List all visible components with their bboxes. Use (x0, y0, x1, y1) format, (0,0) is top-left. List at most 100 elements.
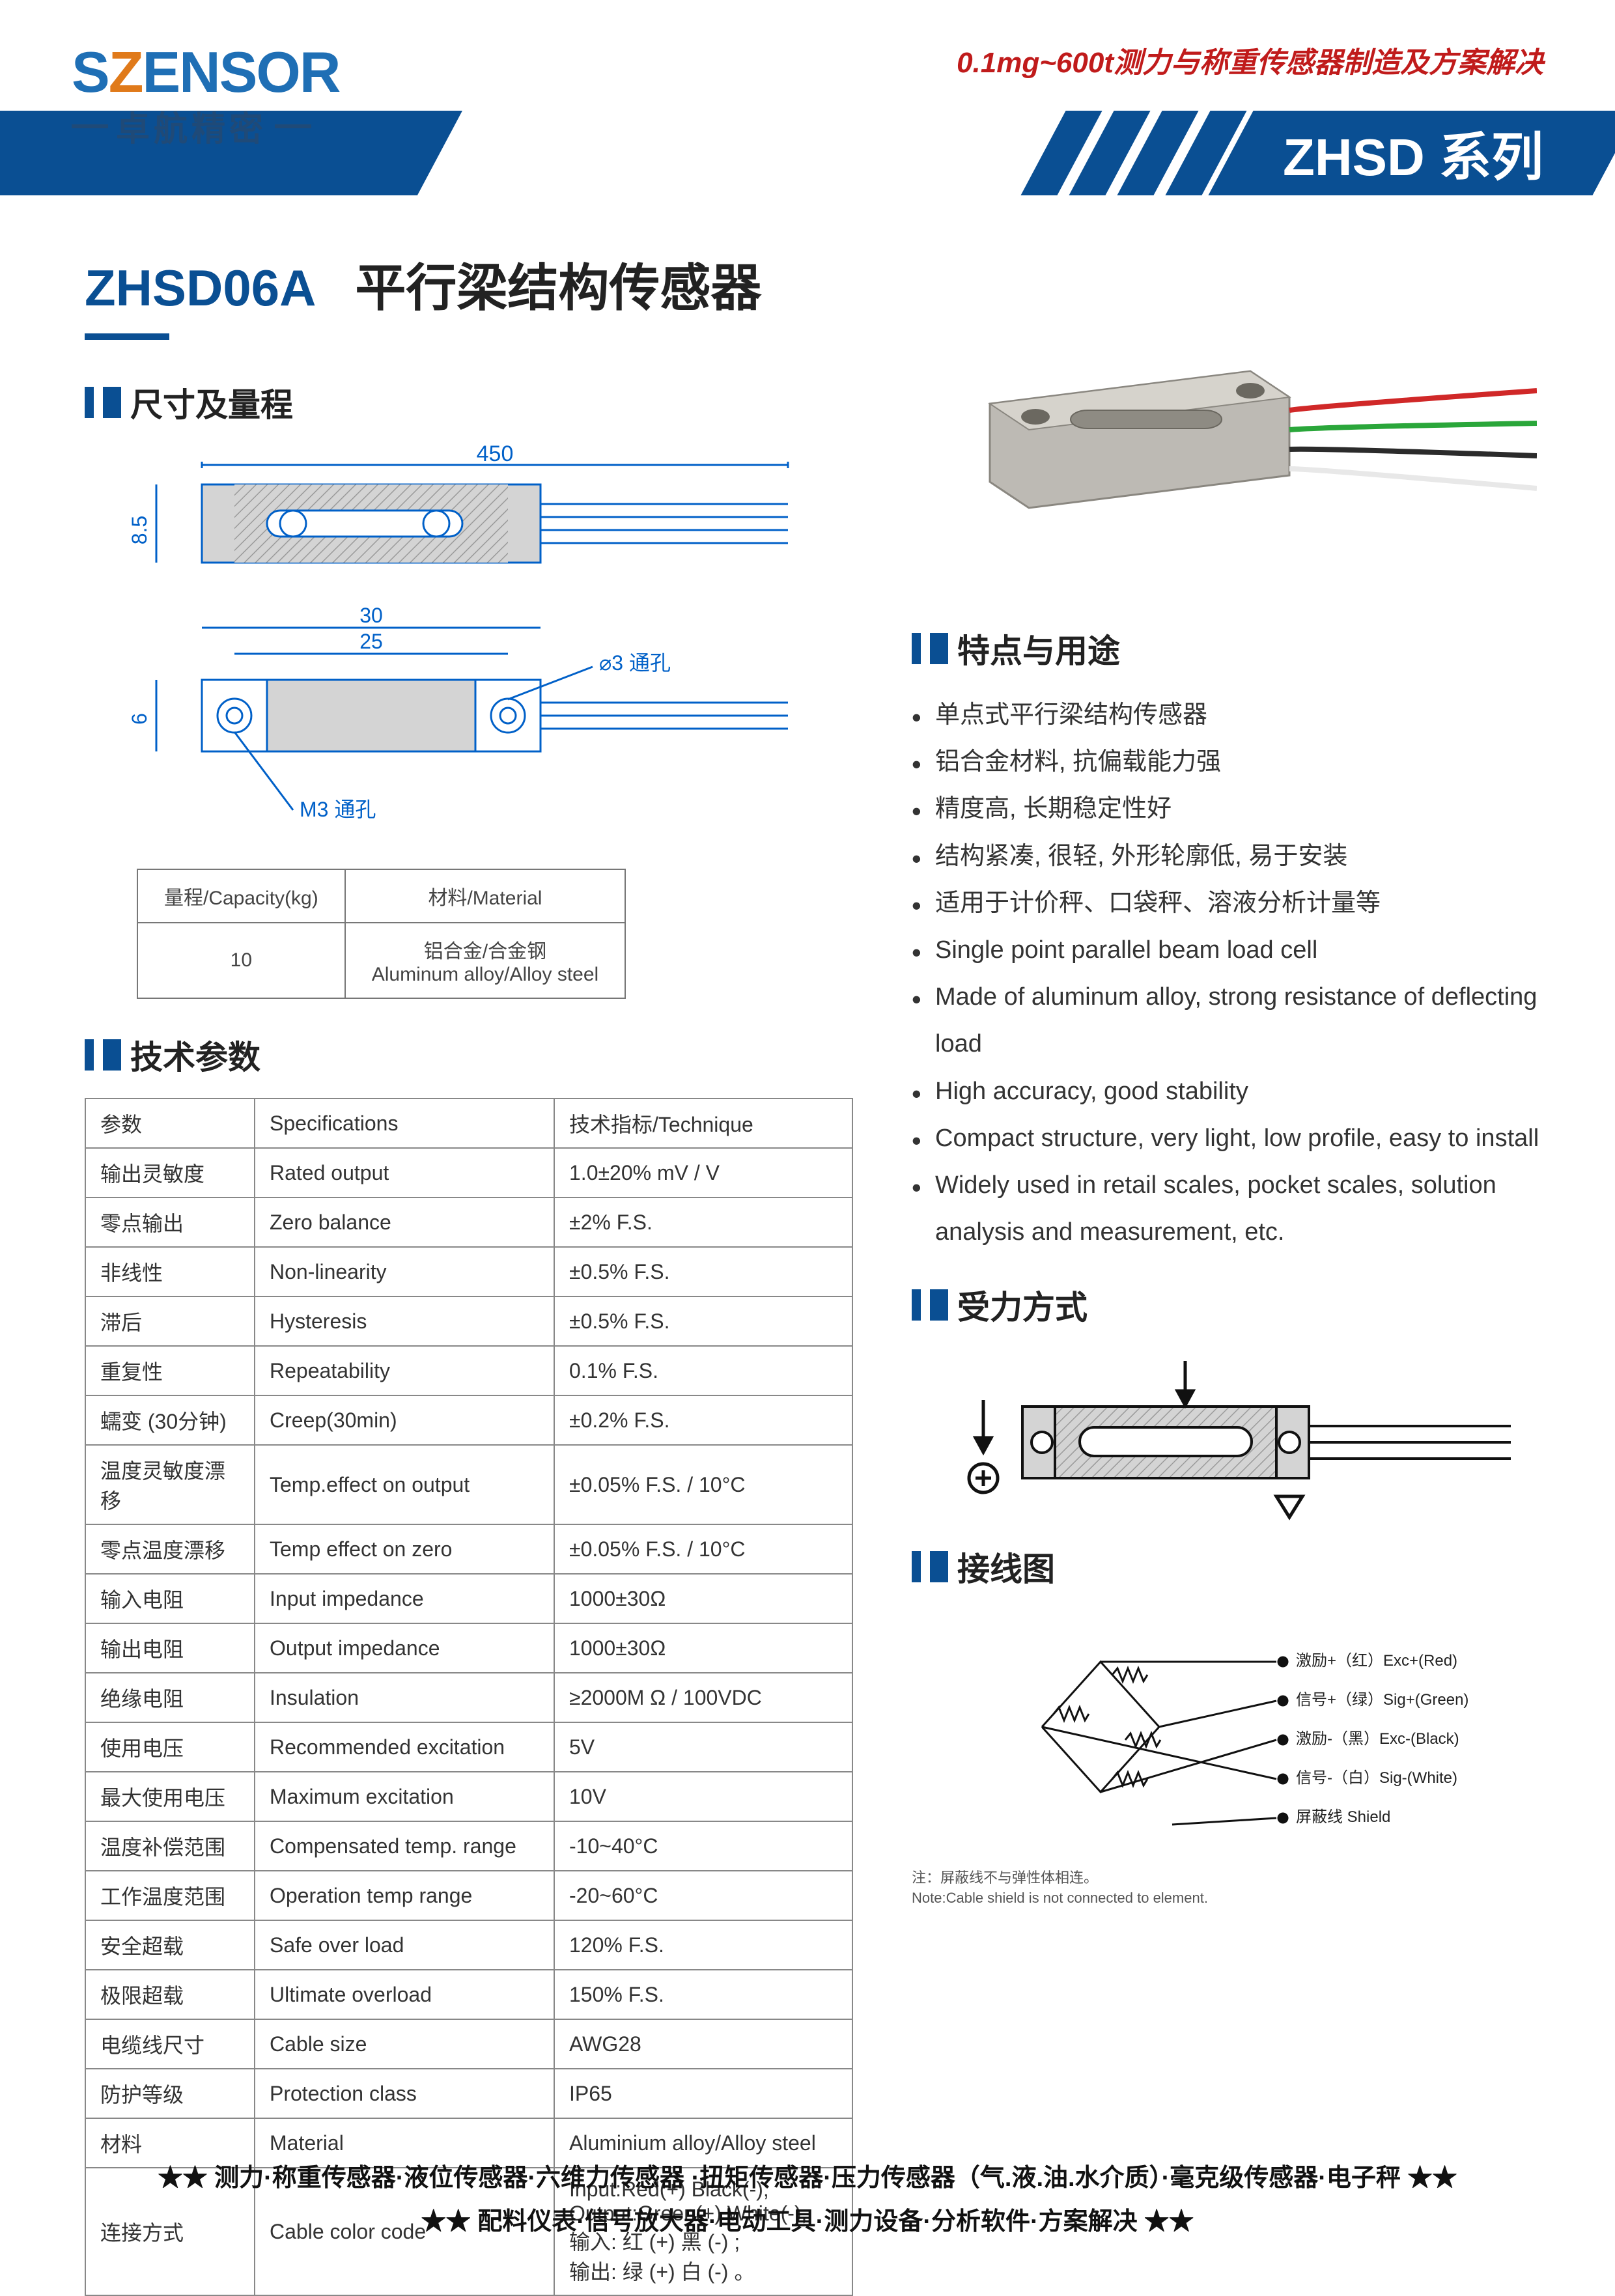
table-cell: 1000±30Ω (554, 1574, 852, 1623)
table-row: 重复性Repeatability0.1% F.S. (85, 1346, 852, 1395)
logo-sub-row: 卓航精密 (72, 102, 339, 150)
table-cell: IP65 (554, 2069, 852, 2118)
table-cell: ±0.5% F.S. (554, 1296, 852, 1346)
table-cell: Input impedance (255, 1574, 554, 1623)
table-cell: Protection class (255, 2069, 554, 2118)
table-cell: ±0.05% F.S. / 10°C (554, 1445, 852, 1524)
logo-subtitle: 卓航精密 (116, 102, 267, 150)
table-cell: -20~60°C (554, 1871, 852, 1920)
capacity-table: 量程/Capacity(kg) 材料/Material 10 铝合金/合金钢 A… (137, 869, 626, 999)
table-cell: Recommended excitation (255, 1722, 554, 1772)
table-row: 温度灵敏度漂移Temp.effect on output±0.05% F.S. … (85, 1445, 852, 1524)
list-item: High accuracy, good stability (912, 1068, 1543, 1115)
table-cell: 10 (137, 923, 345, 998)
table-cell: 零点温度漂移 (85, 1524, 255, 1574)
logo-letters-rest: ENSOR (142, 40, 339, 104)
table-row: 工作温度范围Operation temp range-20~60°C (85, 1871, 852, 1920)
table-cell: 极限超载 (85, 1970, 255, 2019)
section-mark-icon (103, 387, 121, 418)
table-cell: 1000±30Ω (554, 1623, 852, 1673)
table-cell: Creep(30min) (255, 1395, 554, 1445)
wiring-label: 屏蔽线 Shield (1296, 1808, 1390, 1826)
table-cell: 工作温度范围 (85, 1871, 255, 1920)
right-column: 特点与用途 单点式平行梁结构传感器铝合金材料, 抗偏载能力强精度高, 长期稳定性… (912, 247, 1543, 2296)
table-cell: 滞后 (85, 1296, 255, 1346)
section-mark-icon (930, 1551, 948, 1582)
table-cell: Non-linearity (255, 1247, 554, 1296)
table-cell: 铝合金/合金钢 Aluminum alloy/Alloy steel (345, 923, 625, 998)
wiring-label: 激励+（红）Exc+(Red) (1296, 1652, 1457, 1670)
table-row: 绝缘电阻Insulation≥2000M Ω / 100VDC (85, 1673, 852, 1722)
table-cell: 输入电阻 (85, 1574, 255, 1623)
table-cell: Hysteresis (255, 1296, 554, 1346)
section-mark-icon (103, 1039, 121, 1071)
table-row: 零点输出Zero balance±2% F.S. (85, 1197, 852, 1247)
page-footer: ★★ 测力·称重传感器·液位传感器·六维力传感器 ·扭矩传感器·压力传感器（气.… (0, 2149, 1615, 2245)
table-cell: Temp effect on zero (255, 1524, 554, 1574)
wiring-label: 激励-（黑）Exc-(Black) (1296, 1730, 1459, 1748)
section-mark-icon (85, 387, 94, 418)
section-title: 特点与用途 (957, 625, 1120, 672)
wiring-note-en: Note:Cable shield is not connected to el… (912, 1888, 1537, 1909)
logo-letter-s: S (72, 40, 109, 104)
table-row: 安全超载Safe over load120% F.S. (85, 1920, 852, 1970)
page-content: ZHSD06A 平行梁结构传感器 尺寸及量程 450 (0, 221, 1615, 2296)
table-cell: 温度补偿范围 (85, 1821, 255, 1871)
table-cell: Output impedance (255, 1623, 554, 1673)
table-row: 极限超载Ultimate overload150% F.S. (85, 1970, 852, 2019)
table-cell: Rated output (255, 1148, 554, 1197)
table-cell: 0.1% F.S. (554, 1346, 852, 1395)
table-header: Specifications (255, 1099, 554, 1148)
dim-label-thread: M3 通孔 (300, 798, 376, 821)
list-item: Compact structure, very light, low profi… (912, 1115, 1543, 1162)
section-mark-icon (930, 1289, 948, 1321)
section-mark-icon (912, 1289, 921, 1321)
table-row: 使用电压Recommended excitation5V (85, 1722, 852, 1772)
list-item: 适用于计价秤、口袋秤、溶液分析计量等 (912, 880, 1543, 927)
section-title: 受力方式 (957, 1281, 1088, 1328)
list-item: 结构紧凑, 很轻, 外形轮廓低, 易于安装 (912, 833, 1543, 880)
table-cell: 重复性 (85, 1346, 255, 1395)
table-cell: AWG28 (554, 2019, 852, 2069)
table-row: 10 铝合金/合金钢 Aluminum alloy/Alloy steel (137, 923, 625, 998)
table-cell: 使用电压 (85, 1722, 255, 1772)
dim-label-8-5: 8.5 (128, 516, 151, 544)
page-header: SZENSOR 卓航精密 0.1mg~600t测力与称重传感器制造及方案解决 Z… (0, 0, 1615, 221)
table-row: 量程/Capacity(kg) 材料/Material (137, 869, 625, 923)
table-row: 非线性Non-linearity±0.5% F.S. (85, 1247, 852, 1296)
table-cell: ±0.05% F.S. / 10°C (554, 1524, 852, 1574)
tagline: 0.1mg~600t测力与称重传感器制造及方案解决 (957, 39, 1543, 81)
table-row: 输出电阻Output impedance1000±30Ω (85, 1623, 852, 1673)
table-cell: 零点输出 (85, 1197, 255, 1247)
wiring-label: 信号+（绿）Sig+(Green) (1296, 1691, 1468, 1709)
section-mark-icon (912, 1551, 921, 1582)
table-cell: Safe over load (255, 1920, 554, 1970)
table-row: 最大使用电压Maximum excitation10V (85, 1772, 852, 1821)
section-head-features: 特点与用途 (912, 625, 1543, 672)
section-mark-icon (930, 633, 948, 664)
table-cell: 输出灵敏度 (85, 1148, 255, 1197)
dim-label-450: 450 (477, 445, 514, 466)
table-cell: ≥2000M Ω / 100VDC (554, 1673, 852, 1722)
dim-label-25: 25 (359, 630, 383, 653)
list-item: 精度高, 长期稳定性好 (912, 785, 1543, 832)
list-item: Widely used in retail scales, pocket sca… (912, 1162, 1543, 1255)
table-row: 电缆线尺寸Cable sizeAWG28 (85, 2019, 852, 2069)
table-row: 参数Specifications技术指标/Technique (85, 1099, 852, 1148)
logo-letter-z: Z (109, 40, 143, 104)
wiring-note: 注：屏蔽线不与弹性体相连。 Note:Cable shield is not c… (912, 1868, 1537, 1909)
wiring-label: 信号-（白）Sig-(White) (1296, 1769, 1457, 1787)
table-cell: 10V (554, 1772, 852, 1821)
table-header: 技术指标/Technique (554, 1099, 852, 1148)
series-label-text: ZHSD 系列 (1283, 115, 1543, 191)
table-cell: Insulation (255, 1673, 554, 1722)
product-name: 平行梁结构传感器 (355, 247, 761, 320)
dim-label-6: 6 (128, 713, 151, 725)
series-label: ZHSD 系列 (1208, 111, 1615, 195)
table-cell: Temp.effect on output (255, 1445, 554, 1524)
table-header: 量程/Capacity(kg) (137, 869, 345, 923)
list-item: Made of aluminum alloy, strong resistanc… (912, 973, 1543, 1067)
series-bar: ZHSD 系列 (1032, 111, 1615, 195)
table-cell: Ultimate overload (255, 1970, 554, 2019)
table-cell: 蠕变 (30分钟) (85, 1395, 255, 1445)
